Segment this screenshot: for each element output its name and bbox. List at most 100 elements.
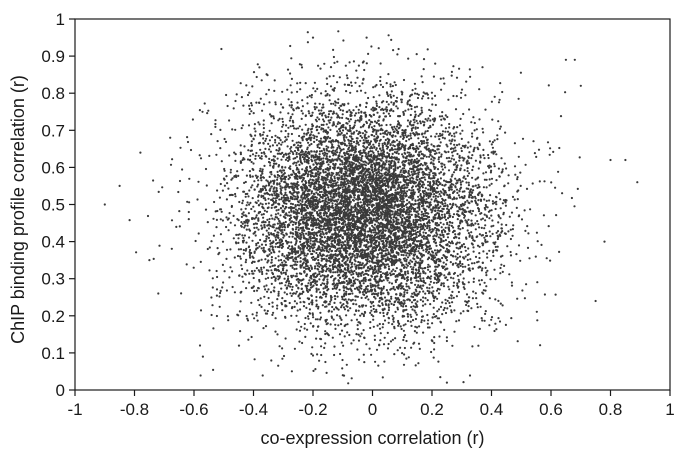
- scatter-point: [415, 53, 418, 56]
- scatter-point: [484, 208, 487, 211]
- scatter-point: [419, 298, 422, 301]
- scatter-point: [291, 151, 294, 154]
- scatter-point: [281, 347, 284, 350]
- scatter-point: [429, 303, 432, 306]
- scatter-point: [338, 276, 342, 279]
- scatter-point: [487, 156, 490, 160]
- scatter-point: [466, 146, 469, 149]
- scatter-point: [310, 96, 313, 99]
- scatter-point: [299, 256, 302, 260]
- scatter-point: [395, 267, 398, 270]
- scatter-point: [349, 126, 352, 130]
- scatter-point: [284, 261, 287, 264]
- scatter-point: [342, 344, 345, 347]
- scatter-point: [215, 288, 219, 291]
- scatter-point: [451, 154, 454, 157]
- scatter-point: [207, 109, 210, 112]
- scatter-point: [407, 57, 410, 60]
- scatter-point: [319, 67, 322, 70]
- scatter-point: [362, 329, 365, 332]
- scatter-point: [262, 119, 265, 122]
- scatter-point: [255, 314, 258, 317]
- scatter-point: [249, 154, 252, 157]
- scatter-point: [454, 108, 458, 111]
- scatter-point: [360, 110, 363, 113]
- scatter-point: [178, 225, 181, 228]
- scatter-point: [346, 331, 349, 334]
- scatter-point: [461, 144, 464, 147]
- scatter-point: [340, 192, 343, 195]
- scatter-point: [493, 329, 496, 333]
- scatter-point: [336, 203, 339, 206]
- scatter-point: [441, 162, 444, 165]
- scatter-point: [242, 252, 245, 255]
- scatter-point: [215, 218, 218, 221]
- scatter-point: [573, 205, 576, 208]
- scatter-point: [451, 198, 454, 201]
- scatter-point: [247, 124, 251, 127]
- scatter-point: [503, 264, 506, 267]
- scatter-point: [273, 192, 276, 195]
- scatter-point: [360, 274, 363, 277]
- scatter-point: [339, 104, 342, 107]
- scatter-point: [501, 270, 504, 273]
- scatter-point: [265, 210, 269, 213]
- scatter-point: [334, 203, 337, 206]
- scatter-point: [291, 264, 294, 267]
- scatter-point: [498, 320, 502, 323]
- scatter-point: [470, 231, 473, 234]
- scatter-point: [472, 280, 475, 283]
- scatter-point: [393, 200, 396, 204]
- scatter-point: [212, 217, 215, 220]
- scatter-point: [497, 214, 500, 217]
- scatter-point: [393, 353, 396, 356]
- scatter-point: [477, 210, 481, 213]
- scatter-point: [247, 149, 250, 152]
- scatter-point: [451, 301, 454, 304]
- scatter-point: [216, 189, 219, 192]
- scatter-point: [135, 251, 138, 254]
- scatter-point: [308, 112, 311, 115]
- scatter-point: [421, 267, 424, 270]
- scatter-point: [354, 203, 357, 206]
- scatter-point: [318, 220, 321, 223]
- scatter-point: [152, 179, 155, 182]
- scatter-point: [490, 316, 494, 319]
- scatter-point: [410, 107, 413, 111]
- scatter-point: [483, 227, 486, 230]
- scatter-point: [298, 152, 301, 155]
- scatter-point: [341, 270, 345, 273]
- scatter-point: [412, 166, 415, 169]
- scatter-point: [251, 255, 254, 258]
- scatter-point: [294, 195, 297, 198]
- scatter-point: [441, 136, 444, 139]
- scatter-point: [270, 193, 273, 196]
- scatter-point: [291, 223, 295, 226]
- scatter-point: [467, 263, 470, 267]
- scatter-point: [474, 292, 477, 295]
- scatter-point: [382, 311, 385, 315]
- scatter-point: [438, 144, 441, 148]
- scatter-point: [243, 226, 246, 229]
- scatter-point: [274, 229, 277, 232]
- scatter-point: [469, 75, 472, 78]
- scatter-point: [478, 143, 481, 147]
- scatter-point: [453, 309, 456, 312]
- scatter-point: [418, 347, 421, 350]
- scatter-point: [440, 88, 443, 91]
- scatter-point: [348, 120, 351, 123]
- scatter-point: [306, 246, 309, 250]
- scatter-point: [290, 91, 293, 94]
- scatter-point: [357, 267, 360, 270]
- scatter-point: [407, 184, 410, 187]
- scatter-point: [390, 257, 393, 260]
- scatter-point: [448, 220, 451, 224]
- scatter-point: [413, 226, 416, 229]
- scatter-point: [426, 180, 430, 183]
- scatter-point: [561, 192, 564, 195]
- scatter-point: [402, 200, 405, 203]
- scatter-point: [382, 135, 385, 138]
- scatter-point: [448, 301, 451, 304]
- scatter-point: [376, 324, 379, 327]
- scatter-point: [278, 241, 282, 244]
